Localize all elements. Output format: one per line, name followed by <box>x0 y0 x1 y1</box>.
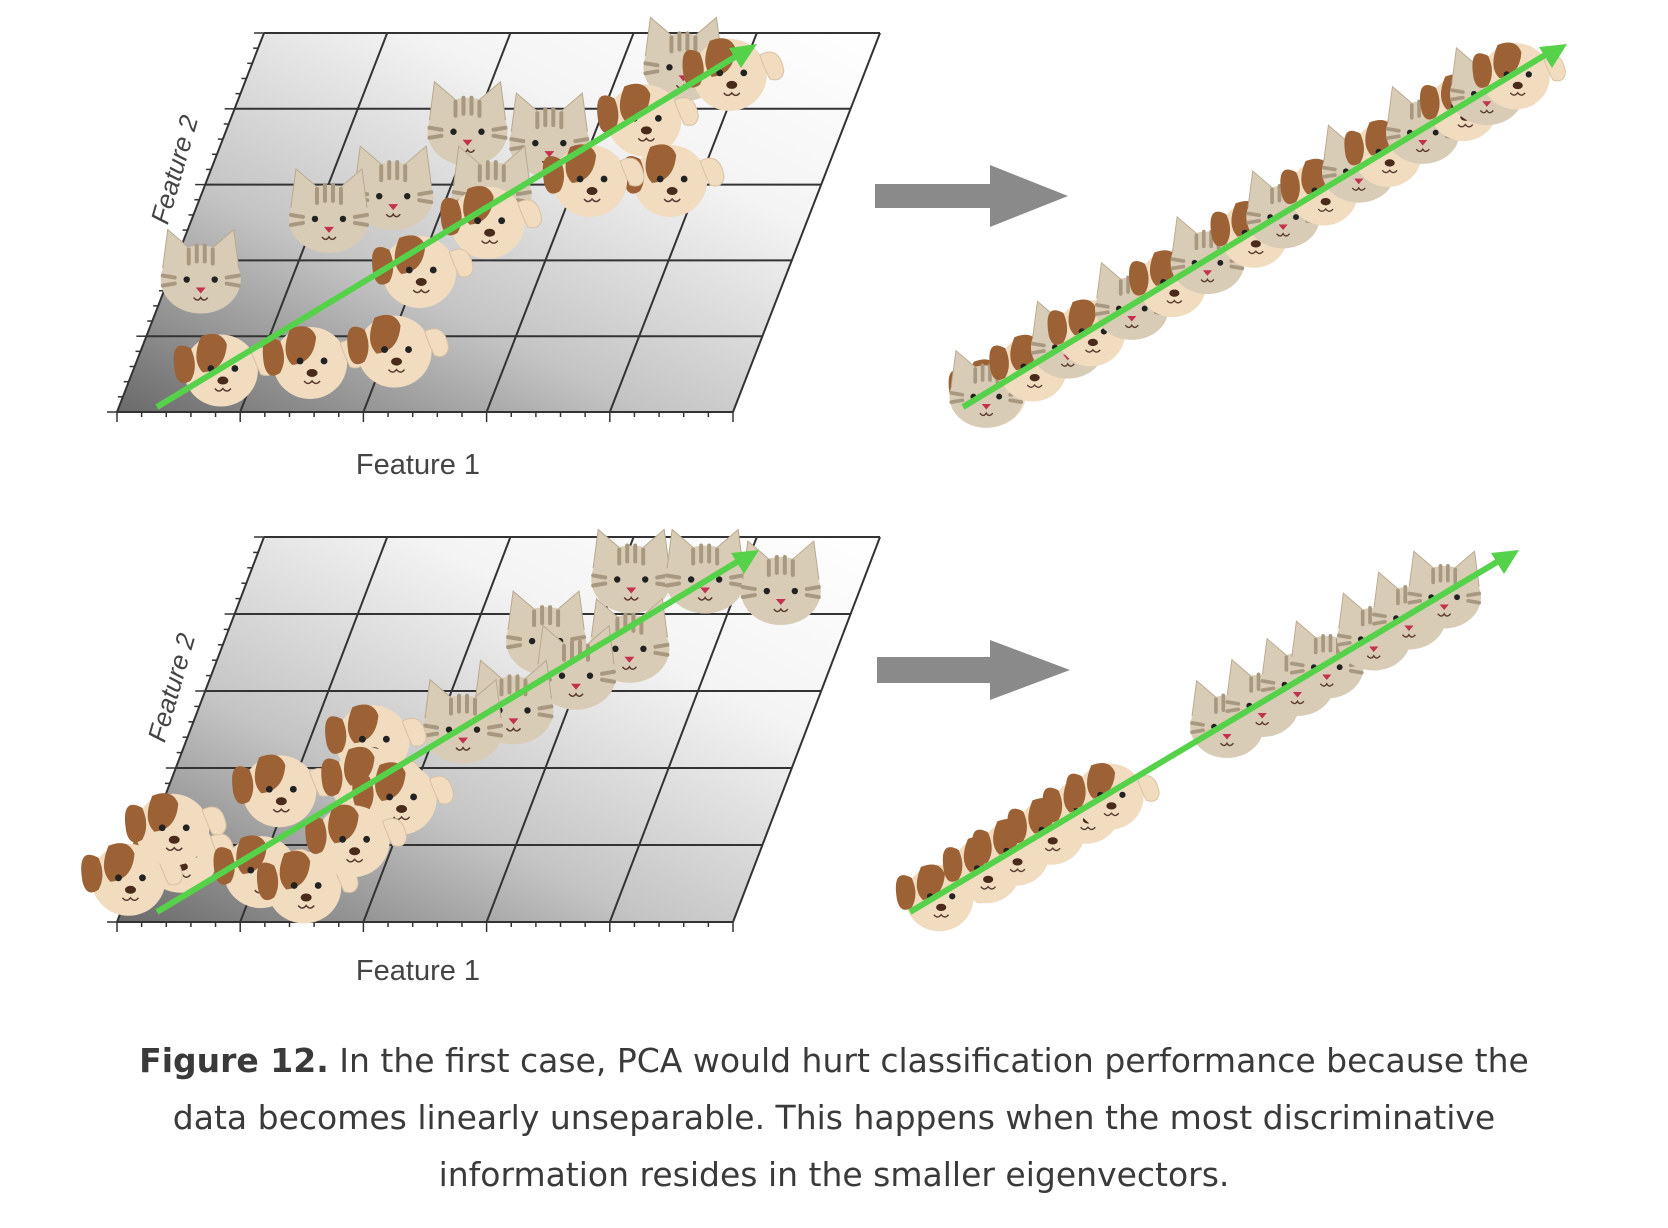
dog-face-point <box>256 850 359 924</box>
dog-face-point <box>347 314 450 388</box>
cat-face-point <box>160 228 241 314</box>
projected-points <box>895 550 1481 932</box>
dog-face-point <box>542 144 645 218</box>
pca-figure: Feature 1 Feature 2 Feature 1 Feature 2 <box>81 16 1567 987</box>
dog-face-point <box>1066 762 1160 830</box>
cat-face-point <box>427 80 508 166</box>
dog-face-point <box>305 804 408 878</box>
dog-face-point <box>352 762 455 835</box>
x-axis-label: Feature 1 <box>356 449 480 481</box>
grid-line-vertical <box>116 32 265 413</box>
caption-text: In the first case, PCA would hurt classi… <box>172 1041 1529 1194</box>
cat-face-point <box>591 528 672 614</box>
transform-arrow <box>875 165 1068 227</box>
projection-axis-arrow <box>908 550 1519 915</box>
bottom-scatter-panel: Feature 1 Feature 2 <box>81 528 881 987</box>
dog-face-point <box>124 793 227 866</box>
axis-ticks <box>107 32 734 422</box>
dog-face-point <box>440 186 543 259</box>
transform-arrow <box>877 640 1070 700</box>
principal-component-arrow <box>155 44 757 410</box>
x-axis-label: Feature 1 <box>356 955 480 987</box>
dog-face-point <box>622 144 725 218</box>
top-scatter-panel: Feature 1 Feature 2 <box>107 16 881 481</box>
figure-caption: Figure 12. In the first case, PCA would … <box>110 1032 1558 1203</box>
principal-component-arrow <box>155 550 759 915</box>
projection-axis-arrow <box>961 44 1567 410</box>
grid-lines <box>116 32 881 413</box>
cat-face-point <box>1407 550 1481 629</box>
dog-face-point <box>371 235 474 308</box>
grid-line-vertical <box>732 536 881 923</box>
figure-number: Figure 12. <box>139 1041 329 1080</box>
cat-face-point <box>740 540 821 626</box>
scatter-points <box>160 16 785 407</box>
cat-face-point <box>288 167 369 253</box>
grid-line-vertical <box>732 32 881 413</box>
